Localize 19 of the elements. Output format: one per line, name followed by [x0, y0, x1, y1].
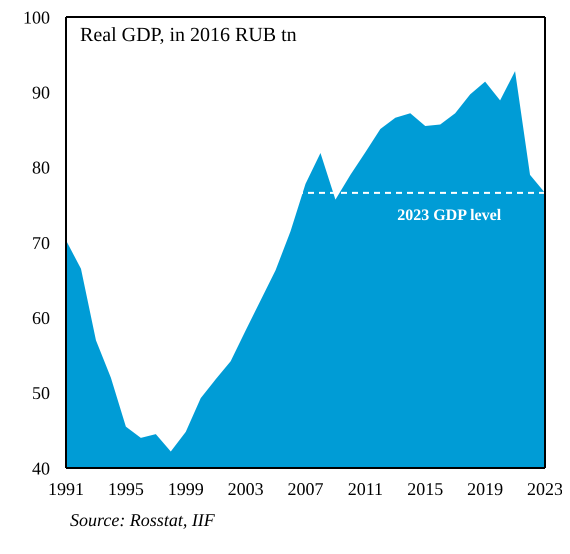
chart-title: Real GDP, in 2016 RUB tn	[80, 24, 297, 47]
x-tick-label: 2011	[348, 478, 384, 499]
x-tick-label: 2019	[467, 478, 504, 499]
x-tick-label: 2007	[288, 478, 324, 499]
x-tick-label: 1991	[48, 478, 84, 499]
source-note: Source: Rosstat, IIF	[70, 510, 216, 531]
x-tick-label: 2023	[527, 478, 563, 499]
y-tick-label: 80	[32, 158, 50, 178]
x-tick-label: 2015	[407, 478, 444, 499]
x-tick-label: 1999	[168, 478, 204, 499]
y-tick-label: 90	[32, 82, 50, 103]
y-tick-label: 100	[23, 7, 50, 28]
y-tick-label: 50	[32, 383, 50, 404]
x-tick-label: 2003	[228, 478, 264, 499]
ref-line-label: 2023 GDP level	[397, 206, 502, 224]
y-tick-label: 40	[32, 458, 50, 478]
y-tick-label: 70	[32, 232, 50, 253]
x-tick-label: 1995	[108, 478, 144, 499]
y-tick-label: 60	[32, 308, 50, 328]
